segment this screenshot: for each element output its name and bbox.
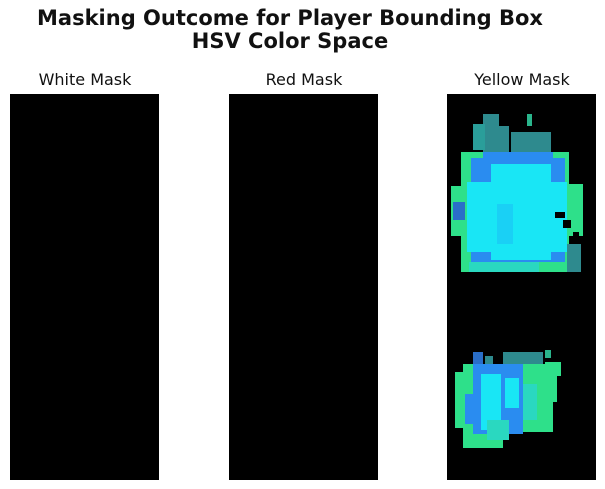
yellow-mask-image [447, 94, 596, 480]
shirt-blob [451, 114, 583, 272]
red-mask-title: Red Mask [265, 70, 343, 89]
white-mask-image [10, 94, 159, 480]
shorts-blob [455, 350, 561, 448]
yellow-mask-blobs [451, 114, 583, 448]
white-mask-title: White Mask [38, 70, 132, 89]
red-mask-image [229, 94, 378, 480]
figure-title-line2: HSV Color Space [191, 29, 389, 53]
yellow-mask-title: Yellow Mask [474, 70, 570, 89]
figure-title-line1: Masking Outcome for Player Bounding Box [37, 6, 543, 30]
